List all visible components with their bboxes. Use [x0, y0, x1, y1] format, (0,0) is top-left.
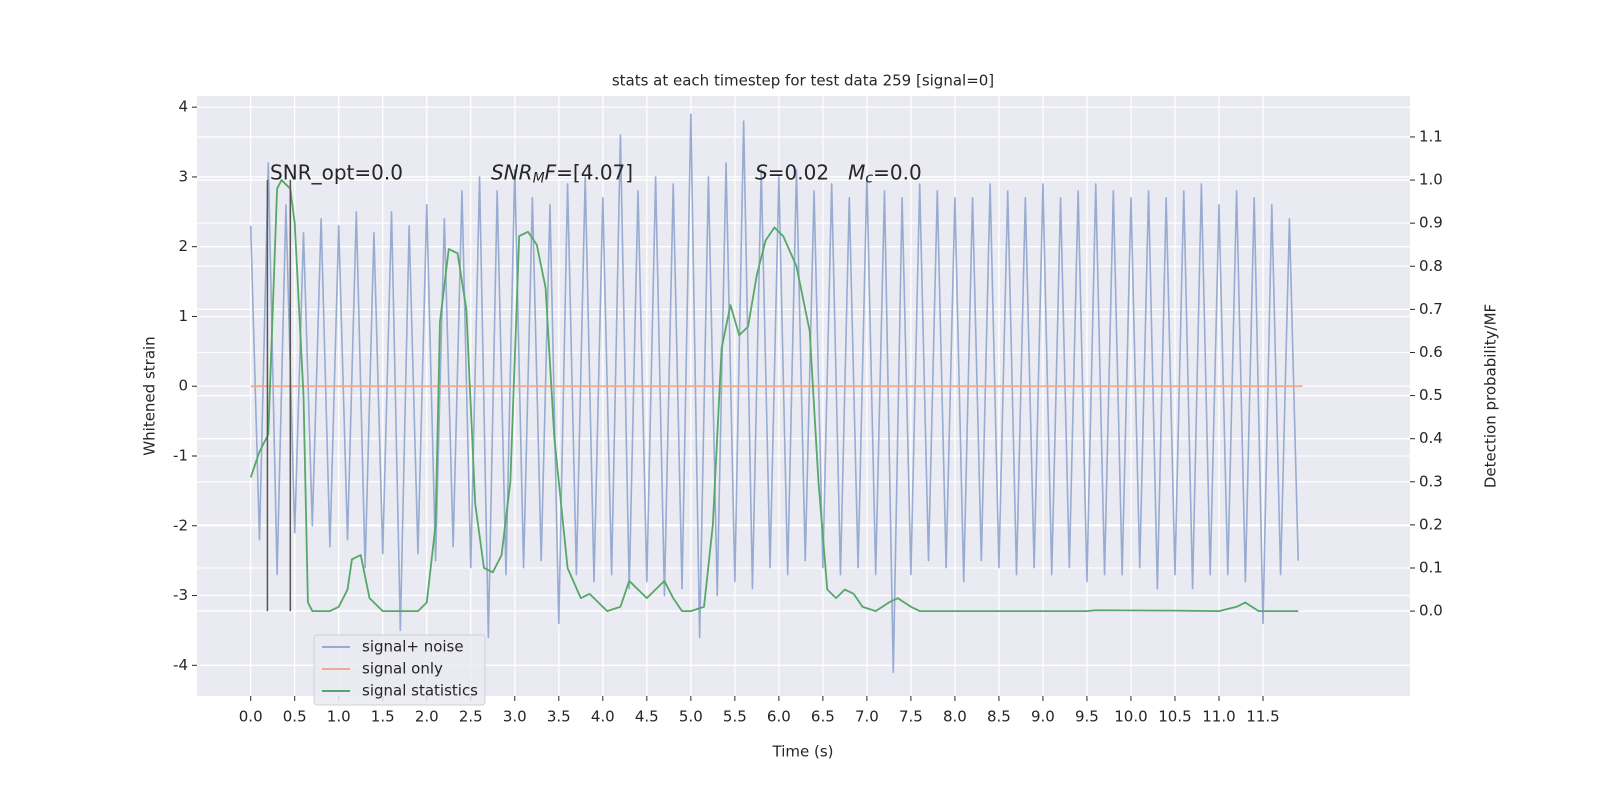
y2-tick-label: 0.4: [1419, 429, 1443, 447]
y2-tick-label: 0.1: [1419, 558, 1443, 576]
y2-axis-label: Detection probability/MF: [1482, 304, 1500, 488]
x-tick-label: 10.5: [1158, 708, 1191, 726]
series-line: [249, 179, 1299, 612]
y2-tick-label: 0.9: [1419, 214, 1443, 232]
annotation-part: F: [545, 160, 557, 184]
y2-tick-label: 0.7: [1419, 300, 1443, 318]
annotation: SNR_opt=0.0: [270, 160, 403, 184]
y-tick-label: -2: [173, 516, 188, 534]
y2-tick-label: 0.6: [1419, 343, 1443, 361]
y-tick-label: 0: [178, 377, 188, 395]
y-tick-label: -1: [173, 447, 188, 465]
y-tick-label: -4: [173, 656, 188, 674]
y2-tick-label: 0.2: [1419, 515, 1443, 533]
y-tick-label: -3: [173, 586, 188, 604]
x-tick-label: 6.5: [811, 708, 835, 726]
y-tick-label: 1: [178, 307, 188, 325]
legend-box: [313, 634, 486, 706]
legend-label: signal statistics: [362, 682, 478, 700]
x-tick-label: 0.0: [239, 708, 263, 726]
annotation-part: S: [755, 160, 768, 184]
x-axis-label: Time (s): [772, 743, 834, 761]
x-tick-label: 9.0: [1031, 708, 1055, 726]
y-tick-label: 2: [178, 237, 188, 255]
annotation-part: =[4.07]: [556, 160, 633, 184]
x-tick-label: 7.0: [855, 708, 879, 726]
x-tick-label: 10.0: [1114, 708, 1147, 726]
annotation-part: M: [533, 170, 545, 186]
x-tick-label: 3.0: [503, 708, 527, 726]
x-tick-label: 8.0: [943, 708, 967, 726]
annotation-part: =0.0: [873, 160, 922, 184]
x-tick-label: 9.5: [1075, 708, 1099, 726]
x-tick-label: 11.5: [1246, 708, 1279, 726]
annotation-part: SNR: [491, 160, 533, 184]
chart-title: stats at each timestep for test data 259…: [612, 72, 994, 90]
legend-label: signal+ noise: [362, 638, 464, 656]
x-tick-label: 2.0: [415, 708, 439, 726]
series-line: [249, 113, 1300, 674]
x-tick-label: 4.0: [591, 708, 615, 726]
x-tick-label: 4.5: [635, 708, 659, 726]
x-tick-label: 1.5: [371, 708, 395, 726]
y-axis-label: Whitened strain: [141, 336, 159, 455]
x-tick-label: 7.5: [899, 708, 923, 726]
legend-label: signal only: [362, 660, 443, 678]
annotation-part: M: [848, 160, 865, 184]
x-tick-label: 5.5: [723, 708, 747, 726]
y2-tick-label: 1.0: [1419, 171, 1443, 189]
legend: signal+ noise signal only signal statistic…: [313, 634, 486, 706]
y2-tick-label: 0.0: [1419, 602, 1443, 620]
x-tick-label: 3.5: [547, 708, 571, 726]
x-tick-label: 8.5: [987, 708, 1011, 726]
x-tick-label: 2.5: [459, 708, 483, 726]
annotation-part: SNR_opt=0.0: [270, 160, 403, 184]
y2-tick-label: 0.3: [1419, 472, 1443, 490]
y2-tick-label: 0.8: [1419, 257, 1443, 275]
y2-tick-label: 1.1: [1419, 127, 1443, 145]
y-tick-label: 4: [178, 98, 188, 116]
annotation-part: c: [865, 170, 873, 186]
x-tick-label: 1.0: [327, 708, 351, 726]
x-tick-label: 5.0: [679, 708, 703, 726]
x-tick-label: 6.0: [767, 708, 791, 726]
annotation: S=0.02 Mc=0.0: [755, 160, 922, 187]
annotation-part: =0.02: [768, 160, 848, 184]
x-tick-label: 11.0: [1202, 708, 1235, 726]
x-tick-label: 0.5: [283, 708, 307, 726]
annotation: SNRMF=[4.07]: [491, 160, 633, 187]
y-tick-label: 3: [178, 167, 188, 185]
y2-tick-label: 0.5: [1419, 386, 1443, 404]
